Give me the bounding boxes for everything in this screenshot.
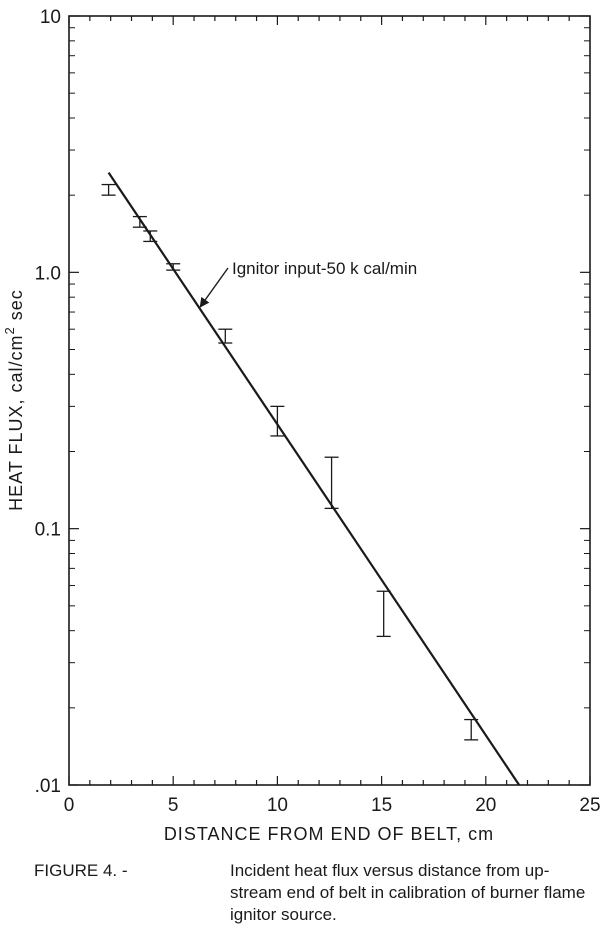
x-tick-label: 20 (475, 795, 496, 816)
annotation-arrow (199, 267, 229, 308)
error-bar (376, 590, 391, 638)
y-axis-title-main: HEAT FLUX, cal/cm (6, 334, 26, 510)
y-tick-label: 10 (40, 7, 61, 28)
x-tick-label: 0 (64, 795, 75, 816)
y-tick-label: 1.0 (35, 263, 61, 284)
x-axis-ticks (68, 16, 591, 785)
error-bar (101, 183, 116, 196)
y-tick-labels: .01 0.1 1.0 10 (35, 7, 61, 797)
y-axis-title-tail: sec (6, 289, 26, 326)
y-axis-title: HEAT FLUX, cal/cm2 sec (2, 289, 26, 511)
annotation-label: Ignitor input-50 k cal/min (232, 259, 417, 278)
x-tick-label: 15 (371, 795, 392, 816)
figure-caption-label: FIGURE 4. - (34, 861, 128, 880)
fit-line (107, 171, 521, 786)
x-tick-label: 25 (579, 795, 600, 816)
y-tick-label: 0.1 (35, 520, 61, 541)
heat-flux-chart: 0 5 10 15 20 25 .01 0.1 1.0 10 Ignitor input-50 … (2, 7, 601, 844)
y-tick-label: .01 (35, 776, 61, 797)
error-bar (324, 456, 339, 510)
error-bar (270, 405, 285, 437)
x-tick-label: 10 (267, 795, 288, 816)
y-minor-ticks (69, 27, 590, 709)
error-bar (218, 328, 233, 344)
figure-caption: FIGURE 4. - Incident heat flux versus di… (34, 860, 594, 926)
y-axis-ticks (69, 15, 590, 786)
figure-caption-text: Incident heat flux versus distance from … (230, 861, 586, 924)
y-axis-title-superscript: 2 (2, 326, 17, 334)
plot-frame (68, 15, 591, 786)
x-tick-labels: 0 5 10 15 20 25 (64, 795, 601, 816)
x-axis-title: DISTANCE FROM END OF BELT, cm (164, 824, 494, 844)
x-tick-label: 5 (168, 795, 179, 816)
